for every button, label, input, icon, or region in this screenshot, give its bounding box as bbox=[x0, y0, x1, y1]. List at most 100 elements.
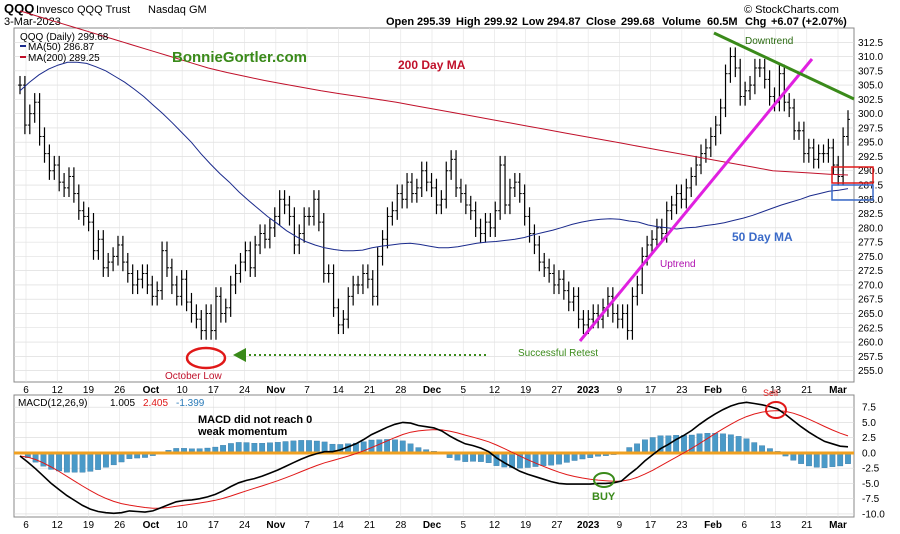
price-bar bbox=[179, 270, 184, 306]
price-bar bbox=[292, 207, 297, 255]
ma200-annotation: 200 Day MA bbox=[398, 58, 466, 72]
exchange: Nasdaq GM bbox=[148, 4, 207, 16]
macd-x-tick: 14 bbox=[333, 520, 345, 531]
price-bar bbox=[86, 207, 91, 232]
histogram-value: -1.399 bbox=[176, 398, 205, 409]
macd-histogram-bar bbox=[71, 452, 78, 473]
price-bar bbox=[635, 275, 640, 306]
price-bar bbox=[767, 70, 772, 106]
price-x-tick: 21 bbox=[801, 385, 813, 396]
ma50-line bbox=[19, 61, 849, 252]
macd-histogram-bar bbox=[735, 436, 742, 454]
ma50-legend-label: MA(50) 286.87 bbox=[28, 42, 95, 53]
price-bar bbox=[356, 275, 361, 295]
macd-panel-frame bbox=[13, 394, 855, 518]
price-bar bbox=[684, 178, 689, 209]
macd-y-tick: -7.5 bbox=[862, 494, 880, 505]
macd-histogram-bar bbox=[392, 439, 398, 454]
price-x-tick: 17 bbox=[208, 385, 220, 396]
sell-label: Sell bbox=[763, 388, 778, 398]
price-bar bbox=[527, 207, 532, 243]
price-bar bbox=[547, 258, 552, 283]
price-x-tick: 23 bbox=[676, 385, 688, 396]
macd-histogram-bar bbox=[313, 440, 320, 454]
price-bar bbox=[76, 184, 81, 220]
price-y-tick: 280.0 bbox=[858, 223, 883, 234]
macd-y-tick: 0.0 bbox=[862, 448, 876, 459]
macd-histogram-bar bbox=[282, 441, 289, 454]
macd-histogram-bar bbox=[290, 440, 297, 454]
price-bar bbox=[213, 287, 218, 340]
price-y-tick: 260.0 bbox=[858, 338, 883, 349]
macd-histogram-bar bbox=[501, 452, 508, 468]
macd-x-tick: 28 bbox=[395, 520, 407, 531]
price-bar bbox=[615, 304, 620, 329]
macd-histogram-bar bbox=[56, 452, 62, 472]
macd-histogram-bar bbox=[235, 442, 242, 454]
macd-histogram-bar bbox=[376, 439, 383, 454]
price-bar bbox=[37, 93, 42, 146]
price-y-tick: 282.5 bbox=[858, 209, 883, 220]
chg-label: Chg bbox=[745, 16, 766, 28]
price-bar bbox=[101, 230, 106, 277]
price-bar bbox=[478, 218, 483, 243]
price-y-tick: 267.5 bbox=[858, 295, 883, 306]
price-panel-frame bbox=[13, 27, 855, 383]
price-bar bbox=[223, 298, 228, 323]
price-bar bbox=[66, 167, 71, 198]
macd-histogram-bar bbox=[798, 452, 805, 464]
price-bar bbox=[262, 224, 267, 249]
price-bar bbox=[811, 138, 816, 169]
macd-y-axis: 7.5 5.0 2.5 0.0 -2.5 -5.0 -7.5 -10.0 bbox=[862, 403, 885, 521]
price-bar bbox=[47, 144, 52, 180]
macd-x-tick: 17 bbox=[645, 520, 657, 531]
price-y-tick: 262.5 bbox=[858, 323, 883, 334]
price-bar bbox=[439, 190, 444, 215]
price-bar bbox=[164, 241, 169, 277]
site-watermark: BonnieGortler.com bbox=[172, 49, 307, 66]
price-bar bbox=[654, 218, 659, 249]
price-bar bbox=[258, 224, 263, 255]
macd-x-axis: 6 12 19 26 Oct 10 17 24 Nov 7 14 21 28 Dec 5 12 19 27 2023… bbox=[23, 520, 847, 531]
price-bar bbox=[150, 275, 155, 306]
retest-arrow-head bbox=[233, 348, 246, 362]
macd-x-tick: 13 bbox=[770, 520, 782, 531]
price-bar bbox=[581, 310, 586, 335]
price-bar bbox=[42, 127, 47, 163]
price-bar bbox=[277, 190, 282, 226]
close-label: Close bbox=[586, 16, 616, 28]
uptrend-line bbox=[578, 58, 814, 342]
macd-x-tick: 24 bbox=[239, 520, 251, 531]
macd-value: 1.005 bbox=[110, 398, 135, 409]
price-bar bbox=[620, 304, 625, 329]
price-bar bbox=[243, 241, 248, 272]
price-bar bbox=[542, 252, 547, 277]
price-bar bbox=[111, 247, 116, 272]
price-bar bbox=[96, 230, 101, 260]
macd-histogram-bar bbox=[837, 452, 844, 467]
price-bar bbox=[248, 241, 253, 277]
price-x-tick: 9 bbox=[617, 385, 623, 396]
price-bar bbox=[797, 121, 802, 140]
macd-histogram-bar bbox=[751, 442, 758, 454]
price-bar bbox=[336, 298, 341, 335]
price-bar bbox=[566, 281, 571, 312]
downtrend-annotation: Downtrend bbox=[745, 36, 793, 47]
price-bar bbox=[424, 161, 429, 192]
ma50-highlight-box bbox=[831, 184, 874, 201]
price-x-tick: 26 bbox=[114, 385, 126, 396]
price-x-tick: 6 bbox=[23, 385, 29, 396]
price-y-tick: 310.0 bbox=[858, 52, 883, 63]
price-y-tick: 292.5 bbox=[858, 152, 883, 163]
price-bar bbox=[792, 98, 797, 140]
price-bar bbox=[365, 264, 370, 289]
price-x-tick: 12 bbox=[489, 385, 501, 396]
price-bar bbox=[561, 270, 566, 300]
price-x-tick: 10 bbox=[177, 385, 189, 396]
price-bar bbox=[189, 292, 194, 323]
macd-histogram-bar bbox=[110, 452, 117, 466]
ma200-legend-swatch bbox=[20, 56, 26, 58]
low-value: 294.87 bbox=[547, 16, 581, 28]
symbol-title: QQQ bbox=[4, 1, 34, 16]
price-bar bbox=[752, 58, 757, 95]
